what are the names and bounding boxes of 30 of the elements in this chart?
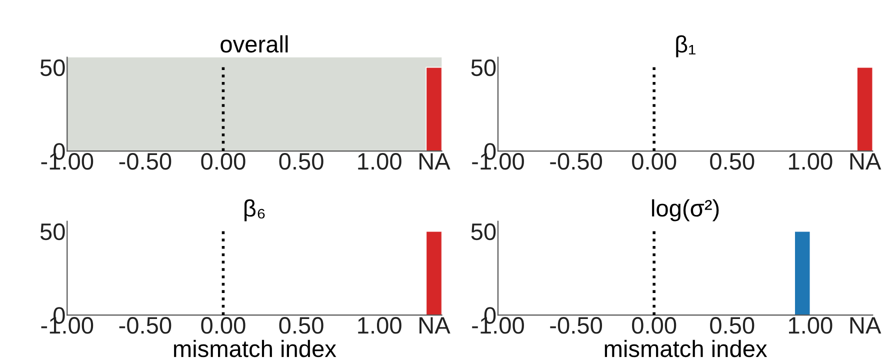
- x-tick-label: 1.00: [358, 317, 402, 334]
- x-tick-label: 0.50: [710, 153, 754, 170]
- y-tick-label: 50: [471, 223, 496, 240]
- chart-title: overall: [220, 35, 288, 53]
- x-tick-label: 0.50: [710, 317, 754, 334]
- x-tick-label: 1.00: [789, 153, 832, 170]
- x-tick-label: 0.50: [279, 317, 324, 334]
- y-tick-label: 50: [40, 223, 65, 240]
- x-tick-label: -0.50: [550, 153, 602, 170]
- chart-title: log(σ²): [652, 199, 719, 222]
- x-tick-label: 1.00: [789, 317, 832, 334]
- y-tick-label: 50: [40, 59, 65, 76]
- x-tick-label: -0.50: [119, 317, 172, 334]
- x-tick-label: 0.50: [279, 153, 324, 170]
- x-tick-label: 0.00: [632, 317, 676, 334]
- x-tick-label: -0.50: [119, 153, 172, 170]
- x-tick-label: NA: [850, 153, 882, 170]
- x-tick-label: NA: [420, 153, 450, 170]
- x-tick-label: -0.50: [550, 317, 602, 334]
- x-tick-label: 0.00: [201, 317, 246, 334]
- x-tick-label: NA: [420, 317, 450, 334]
- chart-title: β₁: [676, 35, 696, 58]
- chart-title: β₆: [244, 199, 265, 222]
- y-tick-label: 50: [471, 59, 496, 76]
- x-axis-title: mismatch index: [174, 340, 336, 358]
- x-tick-label: NA: [850, 317, 882, 334]
- x-axis-title: mismatch index: [604, 340, 768, 358]
- x-tick-label: 0.00: [201, 153, 246, 170]
- x-tick-label: 0.00: [632, 153, 676, 170]
- x-tick-label: 1.00: [358, 153, 402, 170]
